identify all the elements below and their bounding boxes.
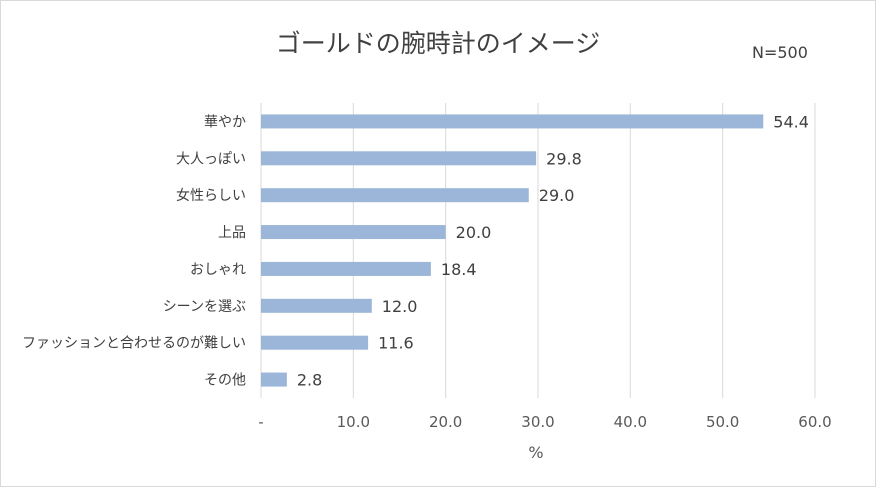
category-label: 上品 xyxy=(218,225,246,241)
bar xyxy=(261,114,764,129)
x-tick-label: - xyxy=(258,413,263,431)
category-label: 女性らしい xyxy=(176,187,246,204)
bar xyxy=(261,372,287,387)
category-label: ファッションと合わせるのが難しい xyxy=(22,336,246,352)
bar xyxy=(261,188,529,203)
x-tick-label: 30.0 xyxy=(521,413,554,431)
bar xyxy=(261,151,537,166)
category-label: シーンを選ぶ xyxy=(163,299,246,315)
bar xyxy=(261,261,431,276)
x-axis-title: % xyxy=(528,443,543,462)
category-label: 大人っぽい xyxy=(176,151,246,167)
value-label: 18.4 xyxy=(441,260,477,279)
x-tick-label: 40.0 xyxy=(614,413,647,431)
category-label: 華やか xyxy=(204,114,246,130)
x-tick-label: 60.0 xyxy=(798,413,831,431)
value-label: 11.6 xyxy=(378,334,414,353)
value-label: 54.4 xyxy=(773,112,809,131)
category-label: その他 xyxy=(204,373,246,389)
sample-size-note: N=500 xyxy=(752,43,808,62)
bar xyxy=(261,298,372,313)
bar xyxy=(261,335,369,350)
value-label: 2.8 xyxy=(297,371,322,390)
x-tick-label: 50.0 xyxy=(706,413,739,431)
value-label: 20.0 xyxy=(456,223,492,242)
x-tick-label: 10.0 xyxy=(337,413,370,431)
value-label: 29.0 xyxy=(539,186,575,205)
x-tick-label: 20.0 xyxy=(429,413,462,431)
category-label: おしゃれ xyxy=(190,262,246,278)
chart-title: ゴールドの腕時計のイメージ xyxy=(275,29,601,58)
bar xyxy=(261,225,446,240)
value-label: 29.8 xyxy=(546,149,582,168)
value-label: 12.0 xyxy=(382,297,418,316)
